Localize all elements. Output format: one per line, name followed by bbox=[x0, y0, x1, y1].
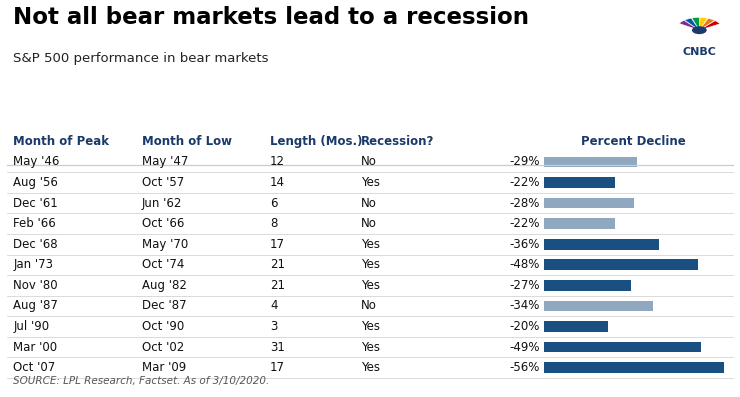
Text: Oct '02: Oct '02 bbox=[142, 341, 184, 354]
Text: Mar '09: Mar '09 bbox=[142, 361, 186, 374]
Wedge shape bbox=[699, 18, 715, 30]
Text: Month of Peak: Month of Peak bbox=[13, 135, 110, 148]
Bar bbox=[544, 198, 634, 208]
Text: Percent Decline: Percent Decline bbox=[582, 135, 686, 148]
Text: Oct '90: Oct '90 bbox=[142, 320, 184, 333]
Bar bbox=[544, 342, 702, 353]
Bar bbox=[544, 362, 724, 373]
Text: 17: 17 bbox=[270, 361, 285, 374]
Text: -34%: -34% bbox=[509, 299, 539, 312]
Text: 21: 21 bbox=[270, 279, 285, 292]
Bar bbox=[544, 177, 614, 188]
Text: May '46: May '46 bbox=[13, 156, 60, 168]
Text: Yes: Yes bbox=[361, 238, 380, 251]
Text: No: No bbox=[361, 217, 377, 230]
Bar bbox=[544, 218, 614, 229]
Text: 3: 3 bbox=[270, 320, 278, 333]
Text: 31: 31 bbox=[270, 341, 285, 354]
Text: No: No bbox=[361, 299, 377, 312]
Text: 12: 12 bbox=[270, 156, 285, 168]
Text: Length (Mos.): Length (Mos.) bbox=[270, 135, 363, 148]
Text: No: No bbox=[361, 197, 377, 210]
Text: May '47: May '47 bbox=[142, 156, 189, 168]
Text: -27%: -27% bbox=[509, 279, 539, 292]
Text: Nov '80: Nov '80 bbox=[13, 279, 58, 292]
Text: SOURCE: LPL Research, Factset. As of 3/10/2020.: SOURCE: LPL Research, Factset. As of 3/1… bbox=[13, 376, 269, 386]
Text: -49%: -49% bbox=[509, 341, 539, 354]
Text: Aug '87: Aug '87 bbox=[13, 299, 58, 312]
Text: Dec '87: Dec '87 bbox=[142, 299, 186, 312]
Bar bbox=[544, 239, 659, 250]
Text: Dec '61: Dec '61 bbox=[13, 197, 58, 210]
Text: Oct '07: Oct '07 bbox=[13, 361, 56, 374]
Text: -20%: -20% bbox=[509, 320, 539, 333]
Text: Oct '74: Oct '74 bbox=[142, 258, 184, 271]
Wedge shape bbox=[692, 17, 699, 30]
Circle shape bbox=[692, 26, 707, 34]
Text: Yes: Yes bbox=[361, 258, 380, 271]
Text: -22%: -22% bbox=[509, 176, 539, 189]
Text: -36%: -36% bbox=[509, 238, 539, 251]
Text: -22%: -22% bbox=[509, 217, 539, 230]
Text: S&P 500 performance in bear markets: S&P 500 performance in bear markets bbox=[13, 52, 269, 65]
Text: -56%: -56% bbox=[509, 361, 539, 374]
Text: Aug '82: Aug '82 bbox=[142, 279, 187, 292]
Wedge shape bbox=[699, 21, 720, 30]
Text: Aug '56: Aug '56 bbox=[13, 176, 58, 189]
Text: -28%: -28% bbox=[509, 197, 539, 210]
Bar bbox=[544, 301, 653, 311]
Text: Yes: Yes bbox=[361, 361, 380, 374]
Text: Jan '73: Jan '73 bbox=[13, 258, 53, 271]
Text: Not all bear markets lead to a recession: Not all bear markets lead to a recession bbox=[13, 6, 529, 29]
Text: May '70: May '70 bbox=[142, 238, 188, 251]
Text: Yes: Yes bbox=[361, 279, 380, 292]
Text: Mar '00: Mar '00 bbox=[13, 341, 58, 354]
Text: 8: 8 bbox=[270, 217, 278, 230]
Wedge shape bbox=[684, 18, 699, 30]
Text: 17: 17 bbox=[270, 238, 285, 251]
Text: No: No bbox=[361, 156, 377, 168]
Text: Dec '68: Dec '68 bbox=[13, 238, 58, 251]
Text: Yes: Yes bbox=[361, 176, 380, 189]
Text: Month of Low: Month of Low bbox=[142, 135, 232, 148]
Text: Feb '66: Feb '66 bbox=[13, 217, 56, 230]
Text: -48%: -48% bbox=[509, 258, 539, 271]
Bar bbox=[544, 260, 698, 270]
Bar bbox=[544, 280, 630, 291]
Wedge shape bbox=[699, 17, 707, 30]
Text: Oct '57: Oct '57 bbox=[142, 176, 184, 189]
Text: Yes: Yes bbox=[361, 341, 380, 354]
Text: Recession?: Recession? bbox=[361, 135, 434, 148]
Text: 4: 4 bbox=[270, 299, 278, 312]
Text: 6: 6 bbox=[270, 197, 278, 210]
Text: Yes: Yes bbox=[361, 320, 380, 333]
Text: Jul '90: Jul '90 bbox=[13, 320, 50, 333]
Bar bbox=[544, 321, 608, 332]
Bar bbox=[544, 156, 637, 167]
Text: CNBC: CNBC bbox=[682, 47, 716, 57]
Text: Jun '62: Jun '62 bbox=[142, 197, 183, 210]
Text: 14: 14 bbox=[270, 176, 285, 189]
Text: -29%: -29% bbox=[509, 156, 539, 168]
Wedge shape bbox=[679, 20, 699, 30]
Text: Oct '66: Oct '66 bbox=[142, 217, 184, 230]
Text: 21: 21 bbox=[270, 258, 285, 271]
